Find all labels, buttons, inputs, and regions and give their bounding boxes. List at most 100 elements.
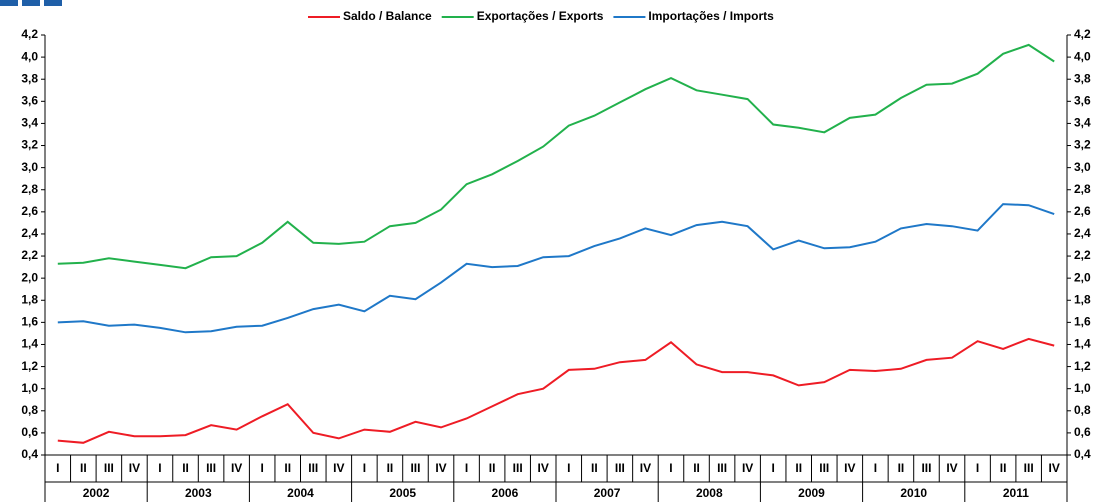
x-tick-label: I — [158, 461, 161, 475]
logo — [44, 0, 62, 6]
x-tick-label: III — [513, 461, 523, 475]
x-tick-label: II — [284, 461, 291, 475]
y2-tick-label: 1,2 — [1074, 359, 1091, 373]
y-tick-label: 4,0 — [21, 49, 38, 63]
y2-tick-label: 4,2 — [1074, 27, 1091, 41]
y-tick-label: 2,4 — [21, 226, 38, 240]
year-label: 2006 — [492, 486, 519, 500]
y2-tick-label: 0,4 — [1074, 447, 1091, 461]
x-tick-label: IV — [1049, 461, 1060, 475]
x-tick-label: III — [308, 461, 318, 475]
y2-tick-label: 3,6 — [1074, 93, 1091, 107]
x-tick-label: I — [874, 461, 877, 475]
series-line — [57, 337, 1055, 444]
y2-tick-label: 0,8 — [1074, 403, 1091, 417]
x-tick-label: IV — [844, 461, 855, 475]
y-tick-label: 1,4 — [21, 337, 38, 351]
x-tick-label: III — [717, 461, 727, 475]
x-tick-label: III — [206, 461, 216, 475]
y-tick-label: 3,2 — [21, 138, 38, 152]
y-tick-label: 1,8 — [21, 292, 38, 306]
x-tick-label: I — [56, 461, 59, 475]
logo — [0, 0, 18, 6]
x-tick-label: III — [1024, 461, 1034, 475]
y-tick-label: 3,8 — [21, 71, 38, 85]
x-tick-label: IV — [435, 461, 446, 475]
x-tick-label: III — [921, 461, 931, 475]
x-tick-label: III — [104, 461, 114, 475]
x-tick-label: IV — [742, 461, 753, 475]
y-tick-label: 3,0 — [21, 160, 38, 174]
y2-tick-label: 3,2 — [1074, 138, 1091, 152]
legend-label: Importações / Imports — [648, 9, 774, 23]
x-tick-label: I — [772, 461, 775, 475]
y-tick-label: 1,0 — [21, 381, 38, 395]
y2-tick-label: 3,0 — [1074, 160, 1091, 174]
y-tick-label: 2,6 — [21, 204, 38, 218]
legend-label: Saldo / Balance — [343, 9, 432, 23]
y-tick-label: 4,2 — [21, 27, 38, 41]
y2-tick-label: 2,6 — [1074, 204, 1091, 218]
year-label: 2010 — [900, 486, 927, 500]
year-label: 2007 — [594, 486, 621, 500]
x-tick-label: IV — [946, 461, 957, 475]
x-tick-label: I — [465, 461, 468, 475]
x-tick-label: II — [489, 461, 496, 475]
y2-tick-label: 1,0 — [1074, 381, 1091, 395]
x-tick-label: II — [795, 461, 802, 475]
y2-tick-label: 4,0 — [1074, 49, 1091, 63]
year-label: 2003 — [185, 486, 212, 500]
x-tick-label: II — [387, 461, 394, 475]
y2-tick-label: 1,6 — [1074, 315, 1091, 329]
x-tick-label: II — [182, 461, 189, 475]
y2-tick-label: 2,8 — [1074, 182, 1091, 196]
x-tick-label: IV — [129, 461, 140, 475]
x-tick-label: II — [1000, 461, 1007, 475]
y-tick-label: 0,6 — [21, 425, 38, 439]
x-tick-label: IV — [333, 461, 344, 475]
series-line — [57, 43, 1055, 270]
x-tick-label: I — [261, 461, 264, 475]
y2-tick-label: 1,4 — [1074, 337, 1091, 351]
y-tick-label: 2,0 — [21, 270, 38, 284]
y-tick-label: 1,6 — [21, 315, 38, 329]
y2-tick-label: 3,8 — [1074, 71, 1091, 85]
y2-tick-label: 3,4 — [1074, 116, 1091, 130]
x-tick-label: III — [615, 461, 625, 475]
year-label: 2004 — [287, 486, 314, 500]
y-tick-label: 2,8 — [21, 182, 38, 196]
x-tick-label: II — [591, 461, 598, 475]
x-tick-label: II — [898, 461, 905, 475]
y-tick-label: 3,6 — [21, 93, 38, 107]
x-tick-label: I — [669, 461, 672, 475]
x-tick-label: I — [567, 461, 570, 475]
year-label: 2011 — [1003, 486, 1029, 500]
y-tick-label: 0,4 — [21, 447, 38, 461]
y-tick-label: 3,4 — [21, 116, 38, 130]
logo — [22, 0, 40, 6]
y2-tick-label: 2,2 — [1074, 248, 1091, 262]
y2-tick-label: 2,0 — [1074, 270, 1091, 284]
x-tick-label: I — [363, 461, 366, 475]
y2-tick-label: 1,8 — [1074, 292, 1091, 306]
legend-label: Exportações / Exports — [477, 9, 604, 23]
year-label: 2008 — [696, 486, 723, 500]
y-tick-label: 0,8 — [21, 403, 38, 417]
x-tick-label: IV — [231, 461, 242, 475]
year-label: 2005 — [389, 486, 416, 500]
x-tick-label: IV — [538, 461, 549, 475]
series-line — [57, 203, 1055, 334]
x-tick-label: I — [976, 461, 979, 475]
y-tick-label: 2,2 — [21, 248, 38, 262]
x-tick-label: II — [693, 461, 700, 475]
y2-tick-label: 2,4 — [1074, 226, 1091, 240]
x-tick-label: IV — [640, 461, 651, 475]
x-tick-label: II — [80, 461, 87, 475]
year-label: 2009 — [798, 486, 825, 500]
x-tick-label: III — [819, 461, 829, 475]
y2-tick-label: 0,6 — [1074, 425, 1091, 439]
x-tick-label: III — [410, 461, 420, 475]
y-tick-label: 1,2 — [21, 359, 38, 373]
year-label: 2002 — [83, 486, 110, 500]
